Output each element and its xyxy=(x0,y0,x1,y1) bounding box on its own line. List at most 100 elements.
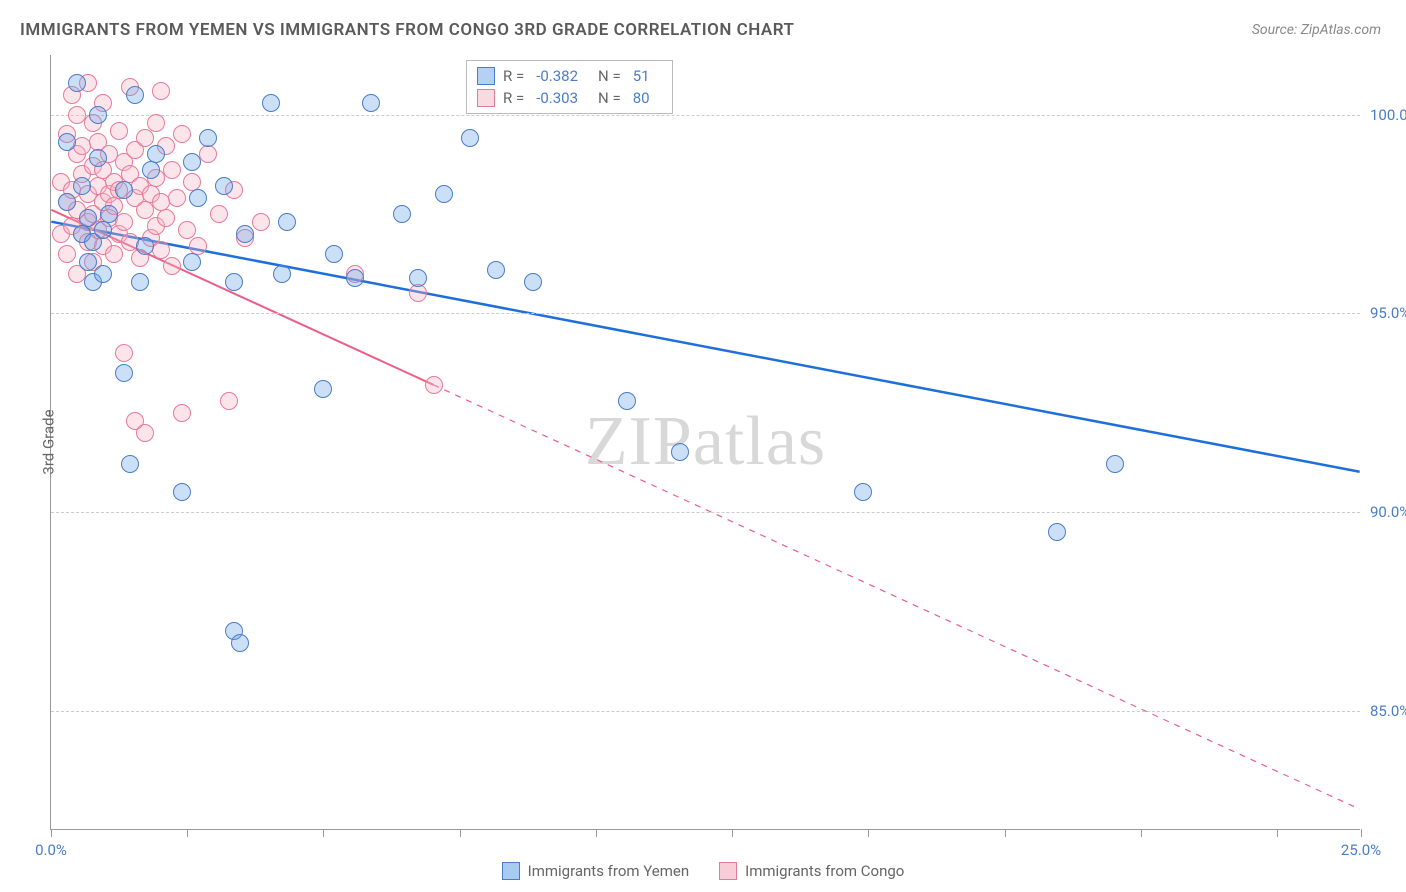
scatter-point xyxy=(314,380,332,398)
scatter-point xyxy=(1106,455,1124,473)
scatter-point xyxy=(173,125,191,143)
scatter-point xyxy=(142,161,160,179)
scatter-point xyxy=(147,145,165,163)
scatter-point xyxy=(183,153,201,171)
scatter-point xyxy=(94,265,112,283)
scatter-point xyxy=(152,82,170,100)
regression-line xyxy=(51,222,1359,472)
scatter-point xyxy=(278,213,296,231)
y-tick-label: 95.0% xyxy=(1370,304,1406,322)
scatter-point xyxy=(121,455,139,473)
scatter-point xyxy=(189,189,207,207)
scatter-point xyxy=(252,213,270,231)
watermark: ZIPatlas xyxy=(585,402,826,482)
series-legend-item: Immigrants from Yemen xyxy=(502,862,690,880)
scatter-point xyxy=(136,129,154,147)
chart-title: IMMIGRANTS FROM YEMEN VS IMMIGRANTS FROM… xyxy=(20,20,794,40)
y-tick-label: 90.0% xyxy=(1370,503,1406,521)
legend-n-label: N = xyxy=(598,89,621,107)
scatter-point xyxy=(854,483,872,501)
scatter-point xyxy=(173,483,191,501)
scatter-point xyxy=(58,133,76,151)
legend-r-label: R = xyxy=(503,67,524,85)
scatter-point xyxy=(79,253,97,271)
x-tick xyxy=(1141,829,1142,837)
legend-r-value: -0.303 xyxy=(536,89,578,107)
series-legend-label: Immigrants from Yemen xyxy=(528,862,690,880)
x-tick xyxy=(460,829,461,837)
x-tick xyxy=(596,829,597,837)
scatter-point xyxy=(178,221,196,239)
scatter-point xyxy=(220,392,238,410)
scatter-point xyxy=(225,273,243,291)
scatter-point xyxy=(115,344,133,362)
x-tick xyxy=(1005,829,1006,837)
scatter-point xyxy=(105,245,123,263)
correlation-legend-row: R = -0.303 N = 80 xyxy=(477,87,662,109)
grid-line xyxy=(51,512,1360,513)
scatter-point xyxy=(671,443,689,461)
scatter-point xyxy=(325,245,343,263)
scatter-point xyxy=(618,392,636,410)
scatter-point xyxy=(409,284,427,302)
scatter-point xyxy=(409,269,427,287)
scatter-point xyxy=(89,149,107,167)
scatter-point xyxy=(236,225,254,243)
y-axis-label: 3rd Grade xyxy=(40,409,58,474)
scatter-point xyxy=(89,106,107,124)
grid-line xyxy=(51,313,1360,314)
chart-plot-area: 3rd Grade ZIPatlas R =-0.382 N =51 R =-0… xyxy=(50,55,1360,830)
scatter-point xyxy=(199,129,217,147)
scatter-point xyxy=(393,205,411,223)
scatter-point xyxy=(163,257,181,275)
scatter-point xyxy=(199,145,217,163)
scatter-point xyxy=(73,177,91,195)
legend-swatch xyxy=(477,89,495,107)
x-tick xyxy=(868,829,869,837)
regression-lines-layer xyxy=(51,55,1360,829)
scatter-point xyxy=(215,177,233,195)
series-legend-label: Immigrants from Congo xyxy=(745,862,904,880)
scatter-point xyxy=(425,376,443,394)
legend-n-label: N = xyxy=(598,67,621,85)
legend-swatch xyxy=(477,67,495,85)
grid-line xyxy=(51,711,1360,712)
scatter-point xyxy=(136,237,154,255)
scatter-point xyxy=(362,94,380,112)
correlation-legend: R = -0.382 N = 51 R = -0.303 N = 80 xyxy=(466,60,673,114)
x-tick xyxy=(323,829,324,837)
scatter-point xyxy=(115,213,133,231)
scatter-point xyxy=(100,205,118,223)
scatter-point xyxy=(262,94,280,112)
scatter-point xyxy=(152,241,170,259)
series-legend-item: Immigrants from Congo xyxy=(719,862,904,880)
scatter-point xyxy=(346,269,364,287)
scatter-point xyxy=(273,265,291,283)
scatter-point xyxy=(79,209,97,227)
scatter-point xyxy=(58,245,76,263)
x-tick xyxy=(1277,829,1278,837)
x-tick xyxy=(51,829,52,837)
scatter-point xyxy=(94,221,112,239)
legend-swatch xyxy=(502,862,520,880)
legend-r-value: -0.382 xyxy=(536,67,578,85)
x-tick-label: 0.0% xyxy=(35,841,67,859)
scatter-point xyxy=(487,261,505,279)
source-attribution: Source: ZipAtlas.com xyxy=(1252,22,1381,38)
scatter-point xyxy=(126,86,144,104)
regression-line-extrapolated xyxy=(433,385,1359,809)
scatter-point xyxy=(435,185,453,203)
y-tick-label: 85.0% xyxy=(1370,702,1406,720)
scatter-point xyxy=(157,209,175,227)
scatter-point xyxy=(173,404,191,422)
scatter-point xyxy=(115,181,133,199)
scatter-point xyxy=(110,122,128,140)
series-legend: Immigrants from Yemen Immigrants from Con… xyxy=(0,862,1406,880)
legend-r-label: R = xyxy=(503,89,524,107)
legend-n-value: 51 xyxy=(633,67,650,85)
scatter-point xyxy=(1048,523,1066,541)
grid-line xyxy=(51,115,1360,116)
scatter-point xyxy=(131,273,149,291)
legend-n-value: 80 xyxy=(633,89,650,107)
x-tick-label: 25.0% xyxy=(1341,841,1381,859)
